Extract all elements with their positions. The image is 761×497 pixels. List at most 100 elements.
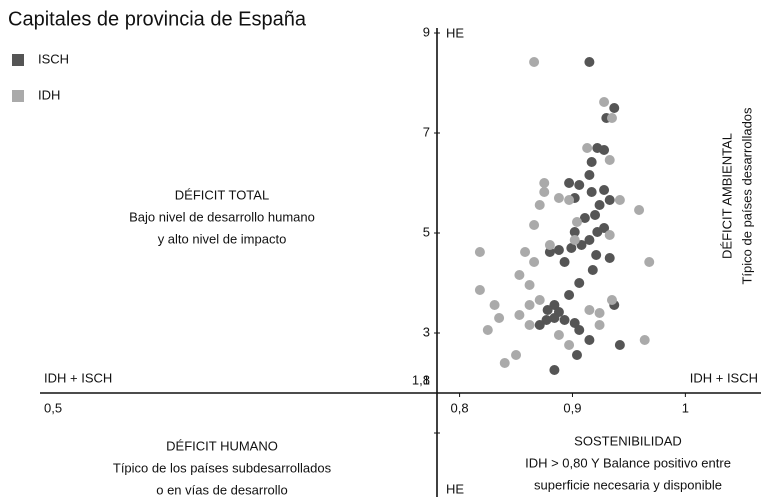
y-tick-label: 7 — [423, 124, 430, 139]
x-tick-label: 0,9 — [563, 400, 581, 415]
point — [482, 325, 493, 335]
point — [474, 247, 485, 257]
point — [639, 335, 650, 345]
point — [584, 335, 595, 345]
point — [544, 247, 555, 257]
point — [594, 308, 605, 318]
point — [564, 290, 575, 300]
point — [499, 358, 510, 368]
point — [559, 257, 570, 267]
point — [534, 320, 545, 330]
point — [614, 340, 625, 350]
point — [609, 103, 620, 113]
point — [584, 57, 595, 67]
point — [539, 187, 550, 197]
point — [544, 240, 555, 250]
point — [511, 350, 522, 360]
point — [474, 285, 485, 295]
point — [549, 365, 560, 375]
point — [594, 320, 605, 330]
point — [614, 195, 625, 205]
legend-swatch — [12, 54, 24, 66]
point — [594, 200, 605, 210]
point — [569, 235, 580, 245]
point — [524, 300, 535, 310]
point — [584, 305, 595, 315]
point — [574, 325, 585, 335]
point — [574, 180, 585, 190]
point — [571, 350, 582, 360]
point — [564, 178, 575, 188]
point — [604, 155, 615, 165]
point — [586, 157, 597, 167]
point — [529, 257, 540, 267]
point — [571, 217, 582, 227]
point — [582, 143, 593, 153]
point — [584, 170, 595, 180]
point — [566, 243, 577, 253]
y-tick-label: 9 — [423, 24, 430, 39]
quadrant-label: Típico de los países subdesarrollados — [113, 460, 332, 475]
y-axis-label: HE — [446, 481, 464, 496]
quadrant-label: Bajo nivel de desarrollo humano — [129, 209, 315, 224]
point — [524, 280, 535, 290]
point — [606, 113, 617, 123]
point — [590, 210, 601, 220]
quadrant-label: DÉFICIT AMBIENTAL — [719, 133, 734, 259]
quadrant-label: y alto nivel de impacto — [158, 231, 287, 246]
point — [644, 257, 655, 267]
quadrant-label: DÉFICIT TOTAL — [175, 187, 269, 202]
point — [591, 250, 602, 260]
point — [529, 57, 540, 67]
point — [604, 230, 615, 240]
point — [494, 313, 505, 323]
point — [579, 213, 590, 223]
point — [592, 143, 603, 153]
point — [564, 340, 575, 350]
y-tick-label: 1,8 — [412, 372, 430, 387]
point — [514, 270, 525, 280]
y-tick-label: 1 — [423, 372, 430, 387]
point — [599, 185, 610, 195]
quadrant-label: IDH > 0,80 Y Balance positivo entre — [525, 455, 731, 470]
point — [634, 205, 645, 215]
point — [534, 295, 545, 305]
x-start-label: 0,5 — [44, 400, 62, 415]
point — [553, 330, 564, 340]
point — [534, 200, 545, 210]
x-axis-label: IDH + ISCH — [44, 370, 112, 385]
point — [584, 235, 595, 245]
point — [564, 195, 575, 205]
point — [606, 295, 617, 305]
point — [574, 278, 585, 288]
quadrant-label: superficie necesaria y disponible — [534, 477, 722, 492]
point — [592, 227, 603, 237]
y-axis-label: HE — [446, 25, 464, 40]
x-axis-label: IDH + ISCH — [690, 370, 758, 385]
legend-swatch — [12, 90, 24, 102]
point — [559, 315, 570, 325]
quadrant-label: DÉFICIT HUMANO — [166, 438, 278, 453]
point — [542, 305, 553, 315]
x-tick-label: 0,8 — [451, 400, 469, 415]
quadrant-label: SOSTENIBILIDAD — [574, 433, 682, 448]
point — [489, 300, 500, 310]
point — [604, 195, 615, 205]
quadrant-label: o en vías de desarrollo — [156, 482, 288, 497]
legend-label: ISCH — [38, 51, 69, 66]
point — [539, 178, 550, 188]
y-tick-label: 5 — [423, 224, 430, 239]
quadrant-label: Típico de países desarrollados — [739, 107, 754, 285]
point — [587, 265, 598, 275]
point — [520, 247, 531, 257]
y-tick-label: 3 — [423, 324, 430, 339]
point — [553, 245, 564, 255]
point — [553, 193, 564, 203]
point — [599, 97, 610, 107]
point — [586, 187, 597, 197]
point — [529, 220, 540, 230]
point — [549, 313, 560, 323]
chart-title: Capitales de provincia de España — [8, 8, 307, 30]
x-tick-label: 1 — [682, 400, 689, 415]
